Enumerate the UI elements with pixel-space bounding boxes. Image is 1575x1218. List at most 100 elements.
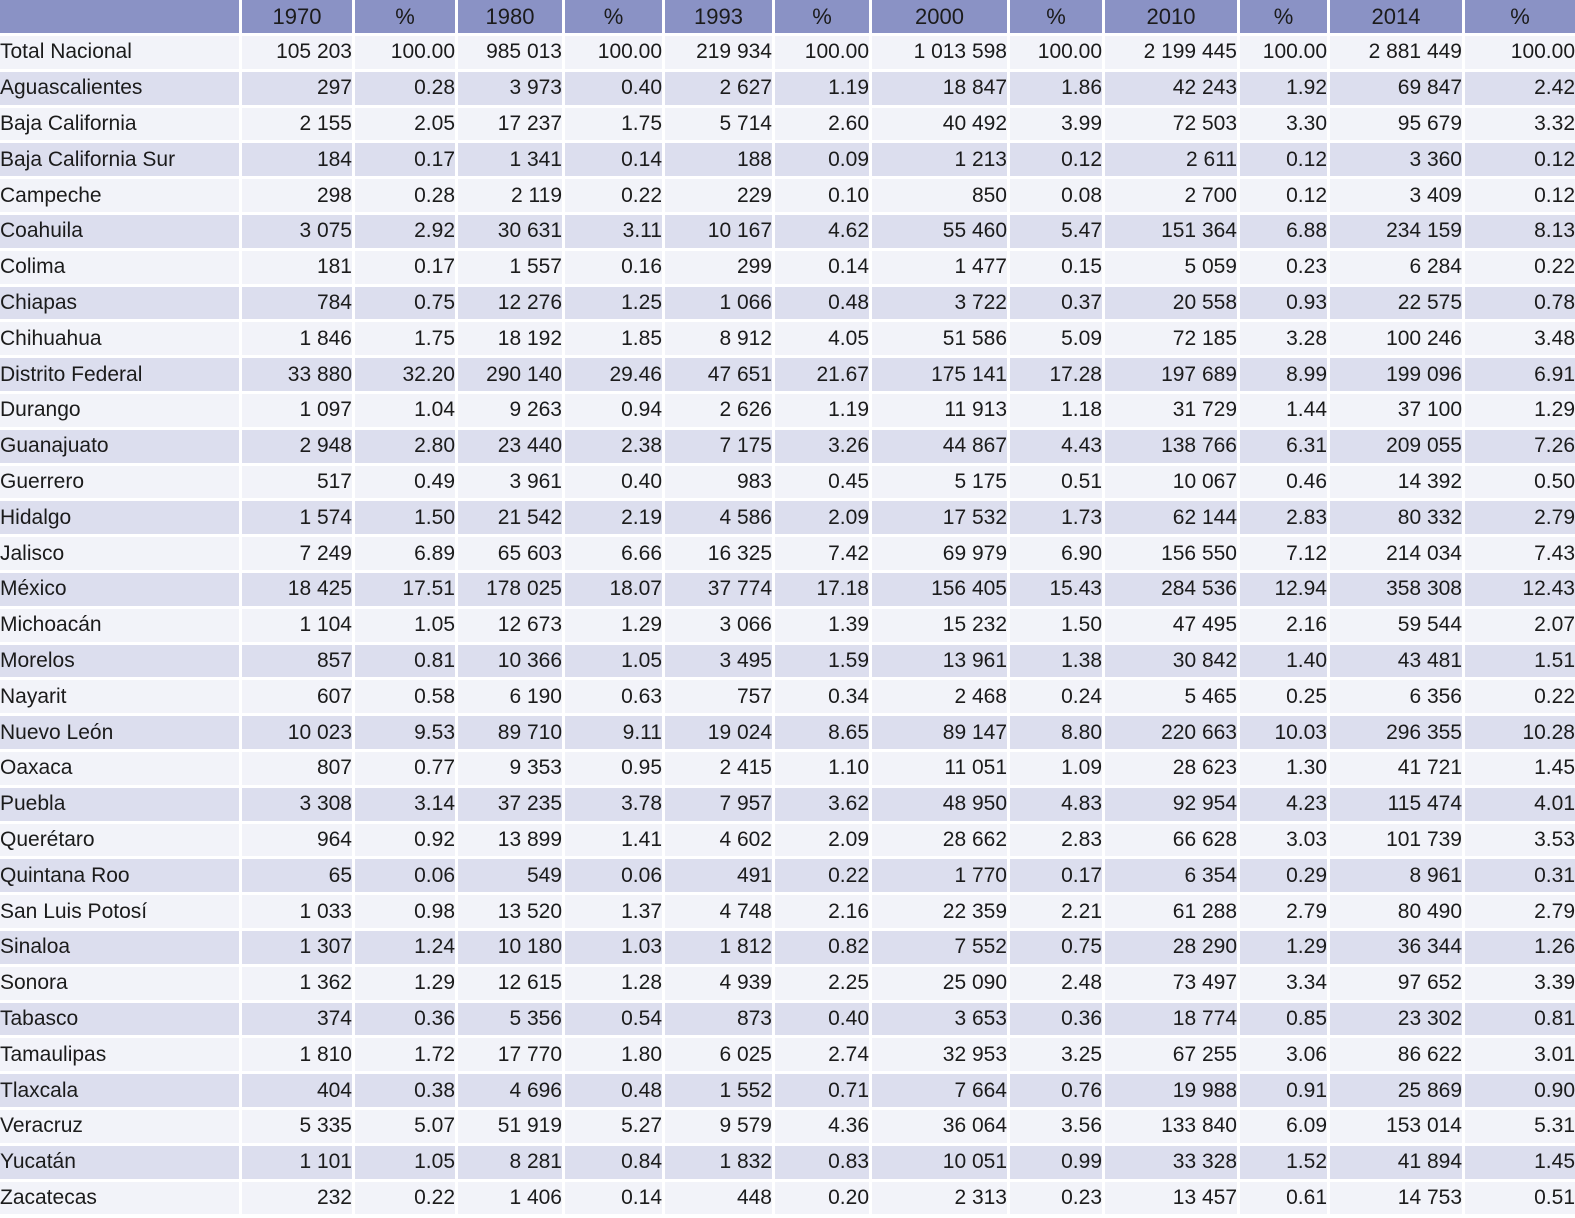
value-cell: 12 276	[458, 286, 565, 323]
percent-cell: 4.83	[1010, 787, 1105, 824]
percent-cell: 3.53	[1465, 823, 1575, 860]
percent-cell: 3.14	[355, 787, 458, 824]
percent-cell: 5.47	[1010, 214, 1105, 251]
percent-cell: 6.09	[1240, 1109, 1330, 1146]
percent-cell: 6.31	[1240, 429, 1330, 466]
value-cell: 20 558	[1105, 286, 1240, 323]
value-cell: 873	[665, 1002, 775, 1039]
value-cell: 10 180	[458, 930, 565, 967]
value-cell: 1 770	[872, 859, 1010, 896]
percent-cell: 2.05	[355, 107, 458, 144]
value-cell: 4 602	[665, 823, 775, 860]
value-cell: 37 100	[1330, 393, 1465, 430]
state-name-cell: Chihuahua	[0, 322, 242, 359]
percent-cell: 12.43	[1465, 572, 1575, 609]
column-header-1993: 1993	[665, 0, 775, 36]
percent-cell: 1.73	[1010, 501, 1105, 538]
state-name-cell: Aguascalientes	[0, 71, 242, 108]
percent-cell: 3.56	[1010, 1109, 1105, 1146]
percent-cell: 0.38	[355, 1074, 458, 1110]
percent-cell: 0.23	[1240, 250, 1330, 287]
value-cell: 43 481	[1330, 644, 1465, 681]
value-cell: 69 847	[1330, 71, 1465, 108]
value-cell: 220 663	[1105, 716, 1240, 752]
state-name-cell: Tamaulipas	[0, 1038, 242, 1075]
value-cell: 5 356	[458, 1002, 565, 1039]
percent-cell: 1.25	[565, 286, 665, 323]
value-cell: 23 302	[1330, 1002, 1465, 1039]
percent-cell: 3.32	[1465, 107, 1575, 144]
percent-cell: 1.59	[775, 644, 872, 681]
value-cell: 115 474	[1330, 787, 1465, 824]
percent-cell: 2.09	[775, 823, 872, 860]
value-cell: 284 536	[1105, 572, 1240, 609]
percent-cell: 0.22	[565, 179, 665, 215]
percent-cell: 0.28	[355, 179, 458, 215]
percent-cell: 2.16	[1240, 608, 1330, 645]
value-cell: 8 912	[665, 322, 775, 359]
value-cell: 13 457	[1105, 1181, 1240, 1218]
value-cell: 156 405	[872, 572, 1010, 609]
value-cell: 5 175	[872, 465, 1010, 502]
percent-cell: 1.29	[565, 608, 665, 645]
value-cell: 2 700	[1105, 179, 1240, 215]
value-cell: 4 586	[665, 501, 775, 538]
percent-cell: 100.00	[1465, 36, 1575, 72]
percent-cell: 0.54	[565, 1002, 665, 1039]
value-cell: 37 774	[665, 572, 775, 609]
value-cell: 32 953	[872, 1038, 1010, 1075]
percent-cell: 32.20	[355, 358, 458, 394]
percent-cell: 4.05	[775, 322, 872, 359]
percent-cell: 0.36	[1010, 1002, 1105, 1039]
table-row: Michoacán 1 104 1.05 12 673 1.29 3 066 1.39 15 …	[0, 608, 1575, 645]
percent-cell: 0.22	[355, 1181, 458, 1218]
table-row: Coahuila 3 075 2.92 30 631 3.11 10 167 4.62 55 …	[0, 214, 1575, 251]
value-cell: 133 840	[1105, 1109, 1240, 1146]
value-cell: 17 770	[458, 1038, 565, 1075]
state-name-cell: Oaxaca	[0, 751, 242, 788]
value-cell: 92 954	[1105, 787, 1240, 824]
percent-cell: 4.43	[1010, 429, 1105, 466]
table-row: Colima 181 0.17 1 557 0.16 299 0.14 1 477 0.15 5 …	[0, 250, 1575, 287]
percent-cell: 0.12	[1240, 143, 1330, 180]
percent-cell: 8.80	[1010, 716, 1105, 752]
percent-cell: 2.79	[1240, 895, 1330, 931]
table-row: Veracruz 5 335 5.07 51 919 5.27 9 579 4.36 36 0…	[0, 1109, 1575, 1146]
value-cell: 9 263	[458, 393, 565, 430]
value-cell: 3 722	[872, 286, 1010, 323]
column-header-2010: 2010	[1105, 0, 1240, 36]
table-row: Querétaro 964 0.92 13 899 1.41 4 602 2.09 28 66…	[0, 823, 1575, 860]
value-cell: 62 144	[1105, 501, 1240, 538]
value-cell: 156 550	[1105, 537, 1240, 573]
value-cell: 1 362	[242, 966, 355, 1003]
value-cell: 13 961	[872, 644, 1010, 681]
table-row: Baja California 2 155 2.05 17 237 1.75 5 714 2…	[0, 107, 1575, 144]
percent-cell: 17.51	[355, 572, 458, 609]
value-cell: 6 190	[458, 680, 565, 717]
percent-cell: 7.43	[1465, 537, 1575, 573]
table-row: Guerrero 517 0.49 3 961 0.40 983 0.45 5 175 0.51…	[0, 465, 1575, 502]
value-cell: 3 653	[872, 1002, 1010, 1039]
percent-cell: 2.79	[1465, 895, 1575, 931]
percent-cell: 0.48	[775, 286, 872, 323]
value-cell: 41 894	[1330, 1145, 1465, 1182]
value-cell: 298	[242, 179, 355, 215]
value-cell: 5 335	[242, 1109, 355, 1146]
percent-cell: 1.29	[1465, 393, 1575, 430]
percent-cell: 0.81	[1465, 1002, 1575, 1039]
value-cell: 36 344	[1330, 930, 1465, 967]
value-cell: 55 460	[872, 214, 1010, 251]
percent-cell: 0.75	[355, 286, 458, 323]
table-header: 1970% 1980% 1993% 2000% 2010% 2014%	[0, 0, 1575, 36]
value-cell: 448	[665, 1181, 775, 1218]
value-cell: 30 842	[1105, 644, 1240, 681]
value-cell: 4 696	[458, 1074, 565, 1110]
value-cell: 7 664	[872, 1074, 1010, 1110]
table-row: México 18 425 17.51 178 025 18.07 37 774 17.18…	[0, 572, 1575, 609]
percent-cell: 1.75	[565, 107, 665, 144]
percent-cell: 1.92	[1240, 71, 1330, 108]
table-row: Yucatán 1 101 1.05 8 281 0.84 1 832 0.83 10 051…	[0, 1145, 1575, 1182]
value-cell: 28 290	[1105, 930, 1240, 967]
state-name-cell: Morelos	[0, 644, 242, 681]
column-header-1980: 1980	[458, 0, 565, 36]
